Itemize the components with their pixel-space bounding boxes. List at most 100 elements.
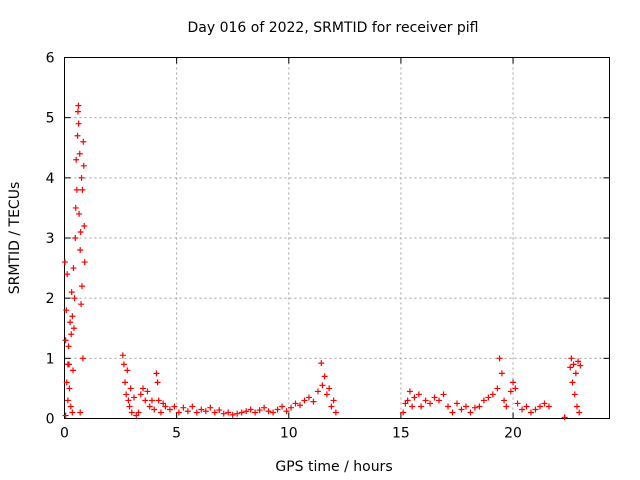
data-point [154,379,161,386]
data-point [180,404,187,411]
data-point [122,379,129,386]
data-point [78,283,85,290]
data-point [561,414,568,421]
data-point [436,397,443,404]
data-point [166,406,173,413]
data-point [81,259,88,266]
data-point [75,102,82,109]
data-point [569,379,576,386]
data-point [125,397,132,404]
data-point [528,409,535,416]
data-point [310,398,317,405]
data-point [572,370,579,377]
data-point [330,397,337,404]
data-point [422,397,429,404]
data-point [70,367,77,374]
data-point [81,222,88,229]
data-point [323,391,330,398]
data-point [63,307,70,314]
data-point [462,403,469,410]
x-tick-label: 5 [172,426,181,442]
data-point [274,406,281,413]
data-point [301,397,308,404]
data-point [74,108,81,115]
y-tick-label: 5 [46,111,55,127]
data-point [400,409,407,416]
data-point [238,409,245,416]
data-point [70,265,77,272]
axis-ticks [64,57,610,419]
data-point [415,391,422,398]
data-point [77,228,84,235]
data-point [65,343,72,350]
data-point [144,388,151,395]
data-point [305,394,312,401]
x-tick-label: 20 [504,426,522,442]
data-point [270,409,277,416]
data-point [155,397,162,404]
data-point [431,394,438,401]
data-point [119,352,126,359]
data-point [124,367,131,374]
data-point [570,361,577,368]
data-point [485,394,492,401]
data-point [536,403,543,410]
data-point [296,402,303,409]
data-point [146,403,153,410]
data-point [72,235,79,241]
data-point [288,404,295,411]
data-point [449,409,456,416]
data-point [63,379,70,386]
data-point [78,174,85,181]
data-point [252,409,259,416]
data-point [73,186,80,193]
data-point [68,331,75,338]
data-point [510,379,517,386]
data-point [404,397,411,404]
data-point [321,373,328,380]
data-point [139,385,146,392]
data-point [184,408,191,415]
y-tick-label: 4 [46,171,55,187]
data-point [171,403,178,410]
data-point [207,404,214,411]
data-point [480,397,487,404]
data-point [151,406,158,413]
data-point [498,370,505,377]
data-point [220,410,227,417]
data-point [77,247,84,254]
data-point [577,362,584,369]
data-point [568,355,575,362]
x-axis-label: GPS time / hours [275,459,392,475]
data-point [318,360,325,367]
data-point [62,337,69,344]
data-point [523,403,530,410]
data-point [64,271,71,278]
data-point [142,397,149,404]
y-tick-label: 0 [46,412,55,428]
data-point [76,150,83,157]
data-point [467,409,474,416]
data-point [202,408,209,415]
data-point [225,409,232,416]
data-point [72,204,79,211]
data-point [409,403,416,410]
data-point [458,406,465,413]
data-point [512,385,519,392]
data-point [406,388,413,395]
data-point [256,407,263,414]
data-point [496,355,503,362]
data-point [247,406,254,413]
data-point [64,361,71,368]
data-point [70,325,77,332]
tick-labels: 0 5 10 15 20 0 1 2 3 4 5 6 [46,51,522,442]
data-point [314,388,321,395]
data-point [571,391,578,398]
data-point [279,403,286,410]
data-point [71,295,78,302]
data-point [175,409,182,416]
data-point [133,412,140,419]
data-point [62,412,69,419]
data-point [283,408,290,415]
data-point [567,364,574,371]
